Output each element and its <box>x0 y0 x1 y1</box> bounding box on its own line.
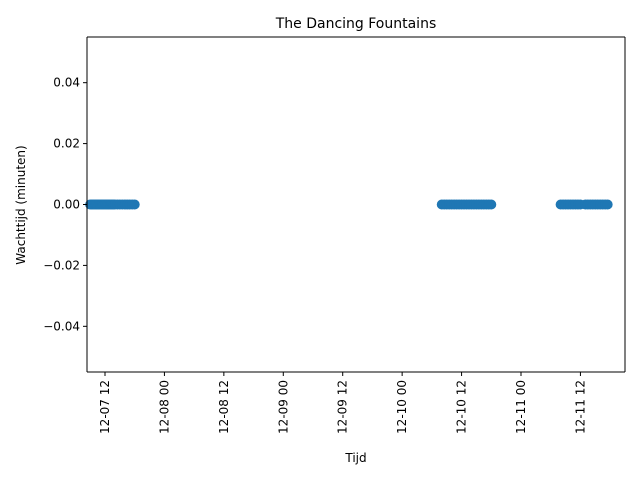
x-tick-label: 12-11 12 <box>573 380 587 434</box>
y-axis-label: Wachttijd (minuten) <box>14 145 28 264</box>
scatter-point <box>486 199 497 210</box>
x-tick-label: 12-07 12 <box>98 380 112 434</box>
scatter-point <box>602 199 613 210</box>
x-axis-label: Tijd <box>344 451 366 465</box>
x-tick-label: 12-10 12 <box>455 380 469 434</box>
x-tick-label: 12-08 12 <box>217 380 231 434</box>
y-tick-label: 0.00 <box>53 198 80 212</box>
scatter-point <box>129 199 140 210</box>
y-axis-ticks: −0.04 −0.02 0.00 0.02 0.04 <box>43 76 87 333</box>
scatter-points <box>85 199 613 210</box>
x-tick-label: 12-09 12 <box>336 380 350 434</box>
x-tick-label: 12-09 00 <box>276 380 290 434</box>
x-tick-label: 12-08 00 <box>157 380 171 434</box>
y-tick-label: 0.02 <box>53 137 80 151</box>
y-tick-label: −0.04 <box>43 319 80 333</box>
x-tick-label: 12-11 00 <box>514 380 528 434</box>
chart-title: The Dancing Fountains <box>275 16 437 32</box>
x-tick-label: 12-10 00 <box>395 380 409 434</box>
plot-area <box>87 37 625 372</box>
y-tick-label: 0.04 <box>53 76 80 90</box>
x-axis-ticks: 12-07 12 12-08 00 12-08 12 12-09 00 12-09 12… <box>98 372 587 434</box>
y-tick-label: −0.02 <box>43 258 80 272</box>
